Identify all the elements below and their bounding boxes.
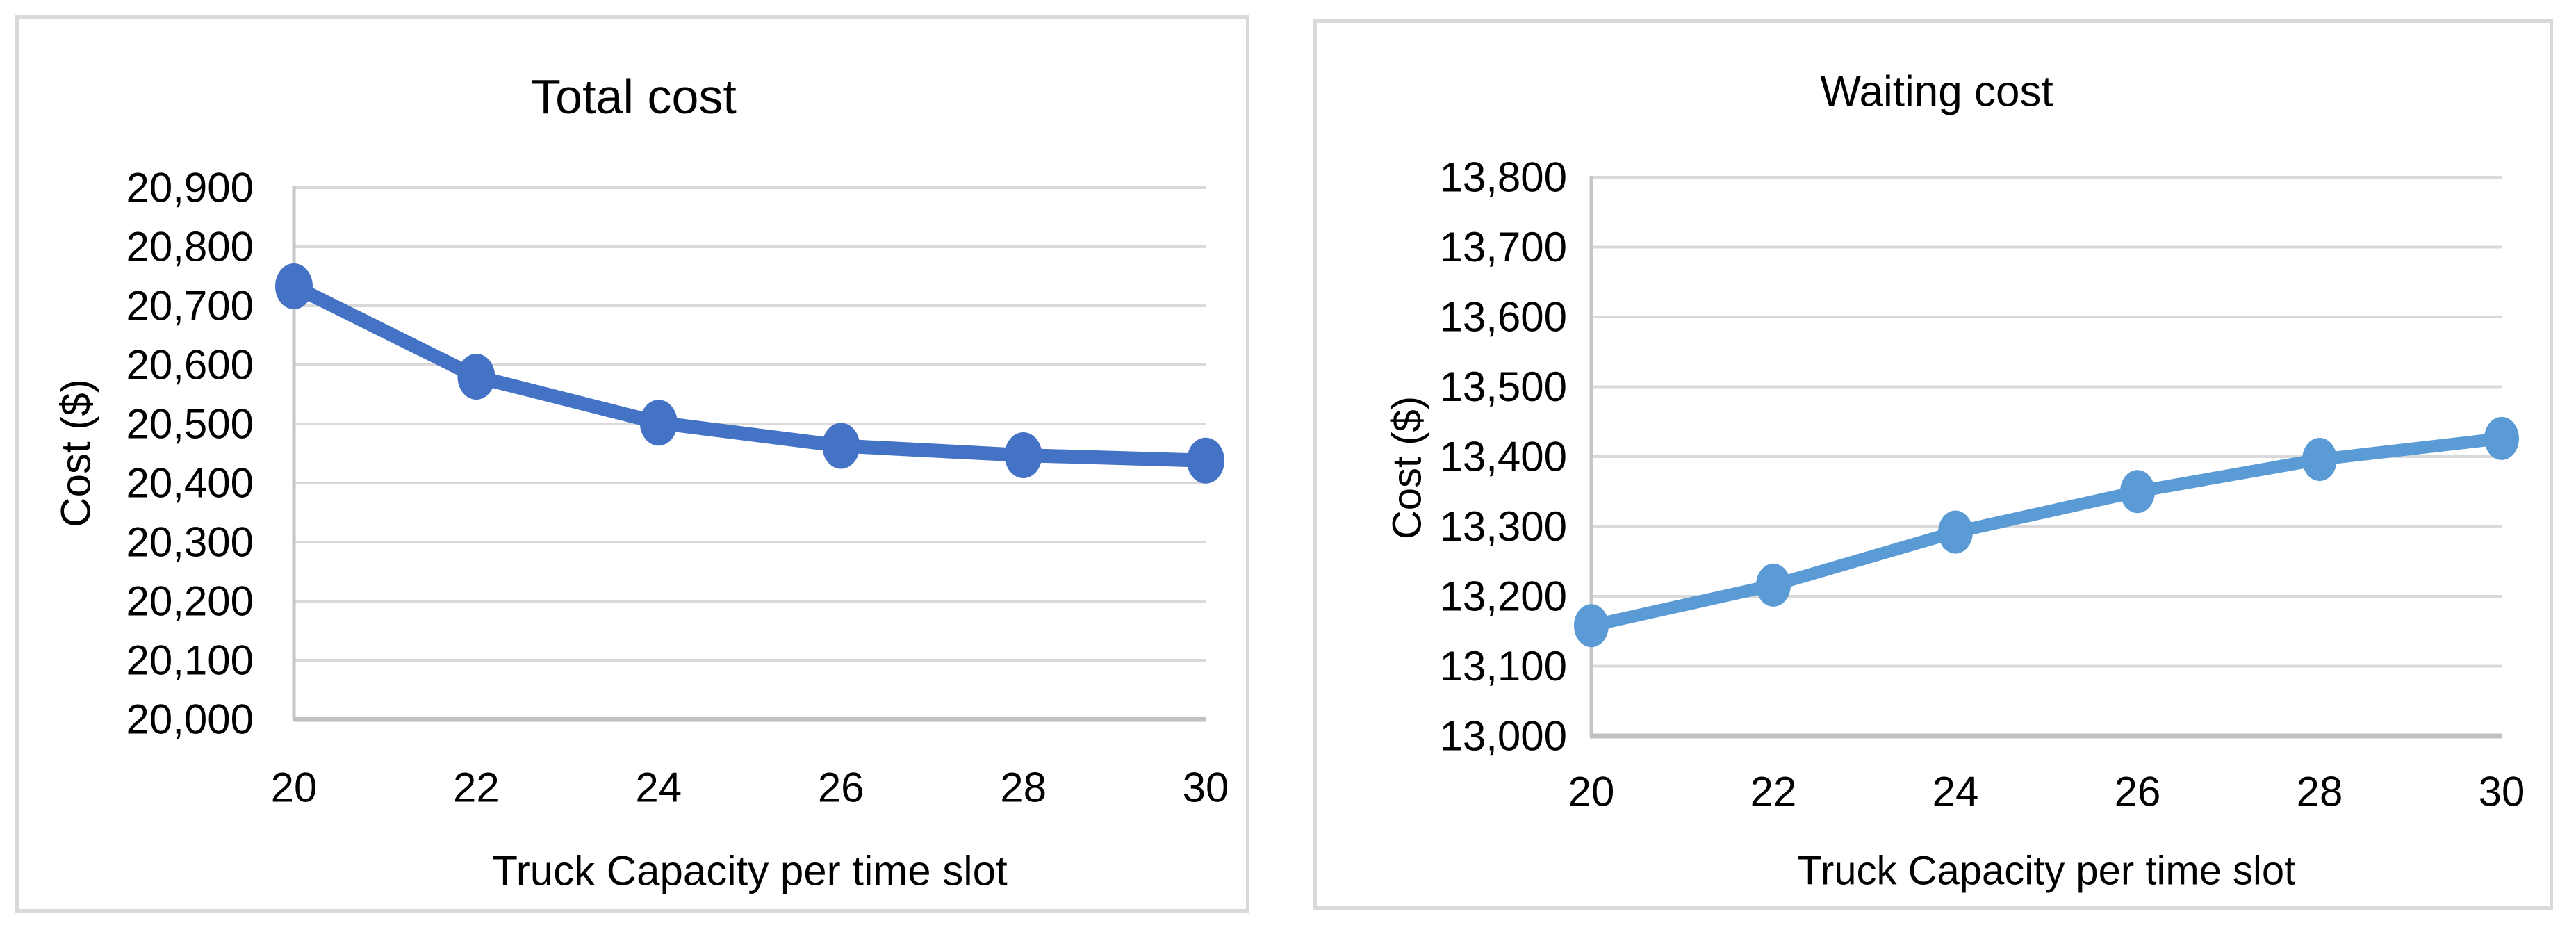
chart-title: Total cost [531,70,737,124]
waiting-cost-chart: 13,000 13,100 13,200 13,300 13,400 13,500 13,6… [1385,68,2525,894]
data-point-marker [2120,470,2155,514]
y-tick-label: 13,600 [1439,294,1567,341]
data-point-marker [1756,563,1791,607]
x-tick-label: 26 [818,765,864,811]
data-point-marker [2484,416,2519,460]
x-tick-label: 22 [1750,769,1797,815]
x-tick-label: 20 [271,765,318,811]
series-line [287,279,1213,468]
total-cost-chart-panel: 20,000 20,100 20,200 20,300 20,400 20,500 20,6… [15,15,1249,913]
total-cost-chart: 20,000 20,100 20,200 20,300 20,400 20,500 20,6… [53,70,1229,894]
data-point-marker [639,400,678,446]
y-axis-title: Cost ($) [1385,396,1430,539]
x-tick-label: 24 [635,765,682,811]
y-tick-label: 13,200 [1439,573,1567,620]
y-tick-label: 20,800 [126,224,254,270]
y-tick-label: 20,500 [126,401,254,448]
x-axis-title: Truck Capacity per time slot [492,848,1008,894]
data-point-marker [1938,510,1973,554]
y-tick-label: 20,600 [126,342,254,389]
x-tick-label: 22 [453,765,500,811]
y-tick-label: 20,000 [126,696,254,743]
y-tick-label: 13,100 [1439,643,1567,689]
data-point-marker [2302,438,2337,482]
y-tick-label: 13,400 [1439,434,1567,480]
data-point-marker [1187,437,1224,484]
data-point-marker [822,423,860,469]
y-tick-label: 20,300 [126,519,254,566]
y-tick-label: 20,200 [126,578,254,625]
series-line [1585,432,2508,632]
x-tick-label: 30 [1183,765,1229,811]
y-tick-label: 20,400 [126,460,254,507]
x-axis-title: Truck Capacity per time slot [1798,849,2296,894]
y-tick-label: 20,900 [126,165,254,211]
y-tick-label: 13,300 [1439,503,1567,550]
y-tick-label: 13,500 [1439,363,1567,410]
waiting-cost-chart-panel: 13,000 13,100 13,200 13,300 13,400 13,500 13,6… [1313,19,2553,910]
y-tick-label: 13,800 [1439,154,1567,201]
x-tick-label: 30 [2479,769,2525,815]
data-point-marker [275,263,313,309]
x-tick-label: 26 [2115,769,2161,815]
data-point-marker [1004,432,1042,479]
x-tick-label: 20 [1568,769,1615,815]
x-tick-label: 24 [1933,769,1979,815]
y-tick-label: 20,100 [126,637,254,684]
y-tick-label: 13,700 [1439,224,1567,270]
data-point-marker [457,354,495,400]
chart-title: Waiting cost [1820,68,2053,116]
data-point-marker [1574,604,1609,648]
x-tick-label: 28 [2297,769,2343,815]
y-tick-label: 20,700 [126,283,254,329]
y-axis-title: Cost ($) [53,379,99,527]
y-tick-label: 13,000 [1439,713,1567,760]
x-tick-label: 28 [1000,765,1047,811]
